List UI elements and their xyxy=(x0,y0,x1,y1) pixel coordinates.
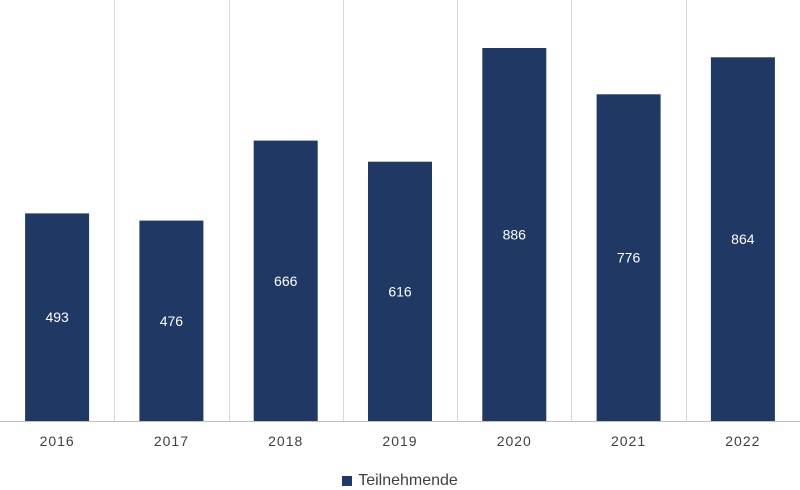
x-axis-tick-labels: 2016 2017 2018 2019 2020 2021 2022 xyxy=(40,433,760,449)
data-labels: 493 476 666 616 886 776 864 xyxy=(45,227,754,329)
x-tick-label-2021: 2021 xyxy=(611,433,646,449)
data-label-2018: 666 xyxy=(274,273,298,289)
x-tick-label-2018: 2018 xyxy=(268,433,303,449)
data-label-2019: 616 xyxy=(388,283,412,299)
x-tick-label-2020: 2020 xyxy=(497,433,532,449)
bar-2017 xyxy=(139,220,204,421)
data-label-2022: 864 xyxy=(731,231,755,247)
legend: Teilnehmende xyxy=(0,472,800,490)
x-tick-label-2022: 2022 xyxy=(725,433,760,449)
category-gridlines xyxy=(114,0,687,421)
data-label-2017: 476 xyxy=(160,313,184,329)
bar-2018 xyxy=(253,140,318,421)
bar-2016 xyxy=(25,213,90,421)
bar-2020 xyxy=(482,48,547,421)
x-tick-label-2016: 2016 xyxy=(40,433,75,449)
legend-label-teilnehmende: Teilnehmende xyxy=(358,472,458,489)
bar-2021 xyxy=(596,94,661,422)
bar-series-teilnehmende xyxy=(25,48,775,422)
bar-2022 xyxy=(710,57,775,422)
data-label-2020: 886 xyxy=(503,227,527,243)
data-label-2021: 776 xyxy=(617,250,641,266)
bar-2019 xyxy=(368,161,432,421)
legend-swatch xyxy=(342,476,353,486)
x-tick-label-2017: 2017 xyxy=(154,433,189,449)
x-tick-label-2019: 2019 xyxy=(382,433,417,449)
data-label-2016: 493 xyxy=(45,309,69,325)
